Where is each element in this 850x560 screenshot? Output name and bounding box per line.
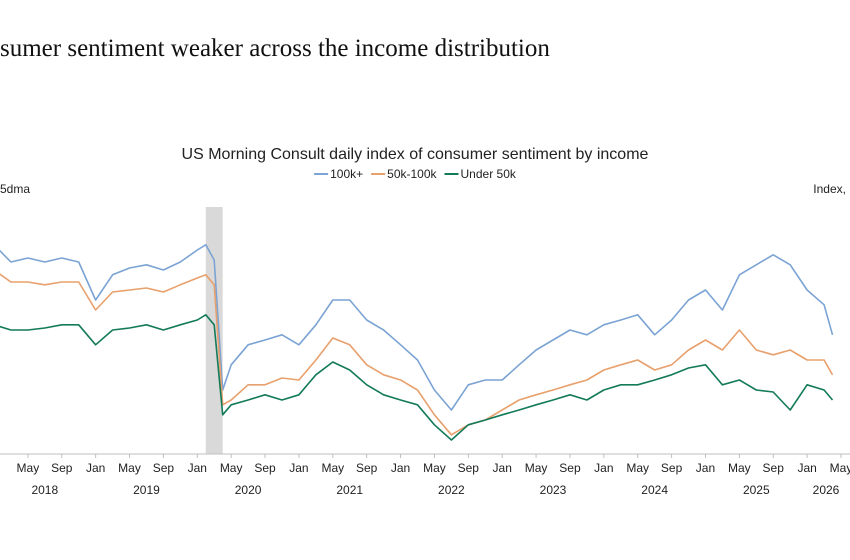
x-tick-label: Jan <box>86 461 105 475</box>
legend-label: Under 50k <box>461 167 517 181</box>
x-year-label: 2022 <box>438 483 465 497</box>
x-tick-label: Sep <box>763 461 785 475</box>
x-tick-label: Sep <box>51 461 73 475</box>
x-year-label: 2024 <box>641 483 668 497</box>
x-tick-label: May <box>220 461 243 475</box>
y-axis-label-right: Index, <box>813 182 846 196</box>
series-line <box>0 314 834 441</box>
x-tick-label: Jan <box>696 461 715 475</box>
x-year-label: 2021 <box>336 483 363 497</box>
x-tick-label: Sep <box>559 461 581 475</box>
x-tick-label: Jan <box>493 461 512 475</box>
x-year-label: 2023 <box>540 483 567 497</box>
x-tick-label: May <box>626 461 649 475</box>
x-tick-label: May <box>525 461 548 475</box>
x-tick-label: Jan <box>188 461 207 475</box>
x-year-label: 2019 <box>133 483 160 497</box>
x-tick-label: Sep <box>153 461 175 475</box>
page-title: sumer sentiment weaker across the income… <box>0 35 550 62</box>
legend: 100k+ 50k-100k Under 50k <box>314 167 517 181</box>
x-year-label: 2020 <box>235 483 262 497</box>
x-tick-label: Jan <box>797 461 816 475</box>
x-tick-label: Sep <box>254 461 276 475</box>
x-tick-label: Jan <box>594 461 613 475</box>
x-tick-label: Sep <box>458 461 480 475</box>
x-tick-label: Jan <box>391 461 410 475</box>
y-axis-label: 5dma <box>0 182 30 196</box>
x-tick-label: Sep <box>356 461 378 475</box>
x-tick-label: May <box>321 461 344 475</box>
chart-title: US Morning Consult daily index of consum… <box>182 146 649 163</box>
legend-label: 50k-100k <box>387 167 437 181</box>
legend-label: 100k+ <box>330 167 363 181</box>
x-year-label: 2018 <box>31 483 58 497</box>
x-tick-label: May <box>423 461 446 475</box>
x-tick-label: May <box>118 461 141 475</box>
x-tick-label: Sep <box>661 461 683 475</box>
x-year-label: 2026 <box>813 483 840 497</box>
series-line <box>0 273 834 436</box>
x-year-label: 2025 <box>743 483 770 497</box>
x-tick-label: May <box>728 461 751 475</box>
series-line <box>0 244 834 411</box>
x-tick-label: May <box>830 461 850 475</box>
x-tick-label: May <box>17 461 40 475</box>
x-tick-label: Jan <box>289 461 308 475</box>
